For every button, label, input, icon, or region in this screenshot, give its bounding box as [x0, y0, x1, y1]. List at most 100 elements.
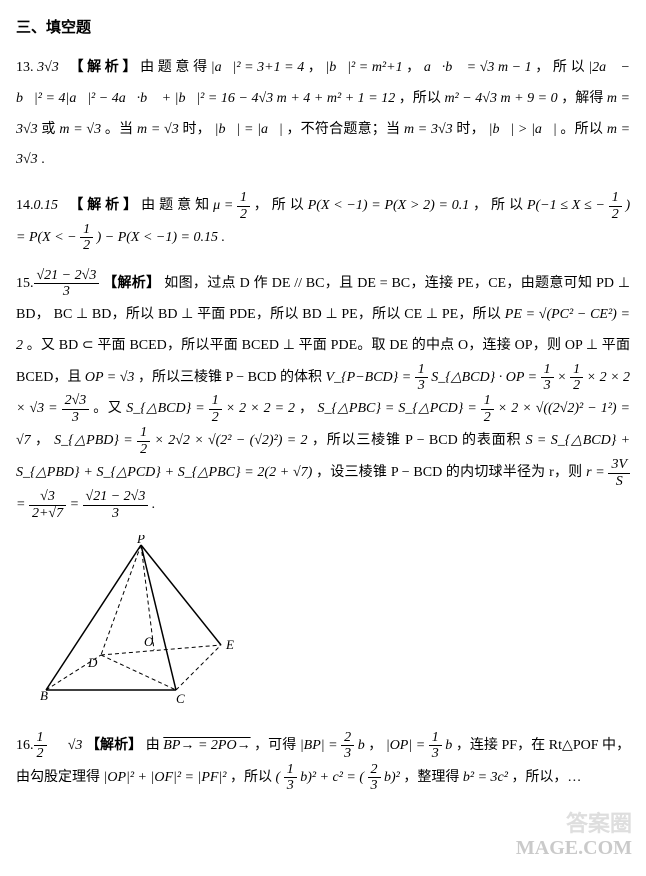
- p15-f5d: 2: [209, 410, 222, 425]
- p13-t2: ，: [308, 60, 326, 75]
- p15-t19: S_{△BCD} =: [126, 402, 204, 417]
- p14-f3n: 1: [80, 222, 93, 238]
- p15-f4: 2√33: [62, 393, 90, 425]
- problem-16: 16.12 √3 【解析】 由 BP→ = 2PO→ ，可得 |BP| = 23…: [16, 730, 630, 794]
- p15-t33: ，所以三棱锥 P − BCD 的表面积: [312, 433, 526, 448]
- p13-t4: ，: [406, 60, 424, 75]
- p15-t28: ，: [35, 433, 50, 448]
- p15-eq2: =: [70, 497, 83, 512]
- p16-a1d: 2: [34, 746, 47, 761]
- label-B: B: [40, 688, 48, 703]
- p15-an: √21 − 2√3: [34, 268, 100, 284]
- p16-f1n: 2: [341, 730, 354, 746]
- figure-svg: P B C D E O: [36, 535, 236, 705]
- p13-t18: ，不符合题意；当: [286, 122, 404, 137]
- p15-f5: 12: [209, 393, 222, 425]
- p14-f2n: 1: [609, 190, 622, 206]
- p15-f10: √21 − 2√33: [83, 489, 149, 521]
- p15-t9: S_{△BCD} · OP =: [431, 370, 537, 385]
- p15-f7: 12: [137, 425, 150, 457]
- p14-t4: ， 所 以: [254, 198, 308, 213]
- tetrahedron-figure: P B C D E O: [36, 535, 630, 718]
- p14-answer: 0.15: [34, 198, 59, 213]
- p13-t14: 。当: [105, 122, 137, 137]
- label-C: C: [176, 691, 185, 705]
- p16-t15a: (: [276, 770, 281, 785]
- p16-f1d: 3: [341, 746, 354, 761]
- watermark-2: 答案圈: [566, 800, 632, 848]
- p16-t22: ，整理得: [403, 770, 463, 785]
- p16-t14: ，所以: [230, 770, 276, 785]
- p15-t29: S_{△PBD} =: [54, 433, 133, 448]
- p13-t24: .: [41, 152, 45, 167]
- p15-t32: × 2√2 × √(2² − (√2)²) = 2: [154, 433, 307, 448]
- p13-tag: 【 解 析 】: [70, 60, 137, 75]
- p15-t18: 。又: [93, 402, 126, 417]
- p16-t24: ，所以，…: [511, 770, 581, 785]
- p15-f9n: √3: [29, 489, 66, 505]
- p13-t6: ， 所 以: [535, 60, 584, 75]
- p15-t36: r =: [586, 465, 605, 480]
- p14-f3d: 2: [80, 238, 93, 253]
- p14-f2d: 2: [609, 207, 622, 222]
- p16-t21: b)²: [384, 770, 400, 785]
- p13-t21: |b⃗| > |a⃗|: [489, 122, 557, 137]
- p16-f4d: 3: [368, 778, 381, 793]
- p15-f5n: 1: [209, 393, 222, 409]
- p16-t11: b: [445, 738, 452, 753]
- p15-t12: ×: [557, 370, 566, 385]
- p13-t10: ，解得: [561, 91, 607, 106]
- p15-number: 15.: [16, 276, 34, 291]
- p15-f8d: S: [608, 474, 630, 489]
- p15-f9: √32+√7: [29, 489, 66, 521]
- p14-tag: 【 解 析 】: [69, 198, 137, 213]
- p14-frac3: 12: [80, 222, 93, 254]
- p13-answer: 3√3: [37, 60, 59, 75]
- p15-f3n: 1: [570, 362, 583, 378]
- p15-f1n: 1: [415, 362, 428, 378]
- problem-13: 13. 3√3 【 解 析 】 由 题 意 得 |a⃗|² = 3+1 = 4 …: [16, 53, 630, 176]
- p14-t6: ， 所 以: [473, 198, 523, 213]
- p15-f10n: √21 − 2√3: [83, 489, 149, 505]
- p15-t24: S_{△PBC} = S_{△PCD} =: [318, 402, 477, 417]
- p14-t1: μ =: [213, 198, 233, 213]
- p16-t18: b)² + c² = (: [300, 770, 364, 785]
- label-O: O: [144, 634, 154, 649]
- p16-f2: 13: [429, 730, 442, 762]
- p16-f1: 23: [341, 730, 354, 762]
- p15-f4n: 2√3: [62, 393, 90, 409]
- p13-t12: 或: [41, 122, 59, 137]
- p16-f4: 23: [368, 762, 381, 794]
- p13-t9: m² − 4√3 m + 9 = 0: [444, 91, 557, 106]
- p13-t3: |b⃗|² = m²+1: [325, 60, 402, 75]
- p15-t4: OP = √3: [85, 370, 135, 385]
- p14-frac2: 12: [609, 190, 622, 222]
- p13-t13: m = √3: [59, 122, 101, 137]
- watermark-1: MAGE.COM: [516, 826, 632, 870]
- label-D: D: [87, 655, 98, 670]
- p13-t8: ，所以: [399, 91, 445, 106]
- p16-t8: |OP| =: [386, 738, 425, 753]
- p16-f3n: 1: [284, 762, 297, 778]
- p16-t2: ，可得: [254, 738, 300, 753]
- p15-f3: 12: [570, 362, 583, 394]
- p13-t19: m = 3√3: [404, 122, 453, 137]
- p15-f10d: 3: [83, 506, 149, 521]
- p15-f4d: 3: [62, 410, 90, 425]
- p14-f1d: 2: [237, 207, 250, 222]
- p13-t0: 由 题 意 得: [140, 60, 211, 75]
- p15-ad: 3: [34, 284, 100, 299]
- p14-t7: P(−1 ≤ X ≤ −: [527, 198, 605, 213]
- p16-t13: |OP|² + |OF|² = |PF|²: [104, 770, 227, 785]
- p15-f7n: 1: [137, 425, 150, 441]
- problem-15: 15.√21 − 2√33 【解析】 如图，过点 D 作 DE // BC，且 …: [16, 268, 630, 521]
- problem-14: 14.0.15 【 解 析 】 由 题 意 知 μ = 12 ， 所 以 P(X…: [16, 190, 630, 254]
- p16-answer2: √3: [68, 738, 83, 753]
- p15-f9d: 2+√7: [29, 506, 66, 521]
- p15-f2d: 3: [541, 378, 554, 393]
- p15-t45: .: [152, 497, 156, 512]
- p16-answer1: 12: [34, 730, 47, 762]
- p15-f6d: 2: [481, 410, 494, 425]
- p15-answer: √21 − 2√33: [34, 268, 100, 300]
- p15-f7d: 2: [137, 442, 150, 457]
